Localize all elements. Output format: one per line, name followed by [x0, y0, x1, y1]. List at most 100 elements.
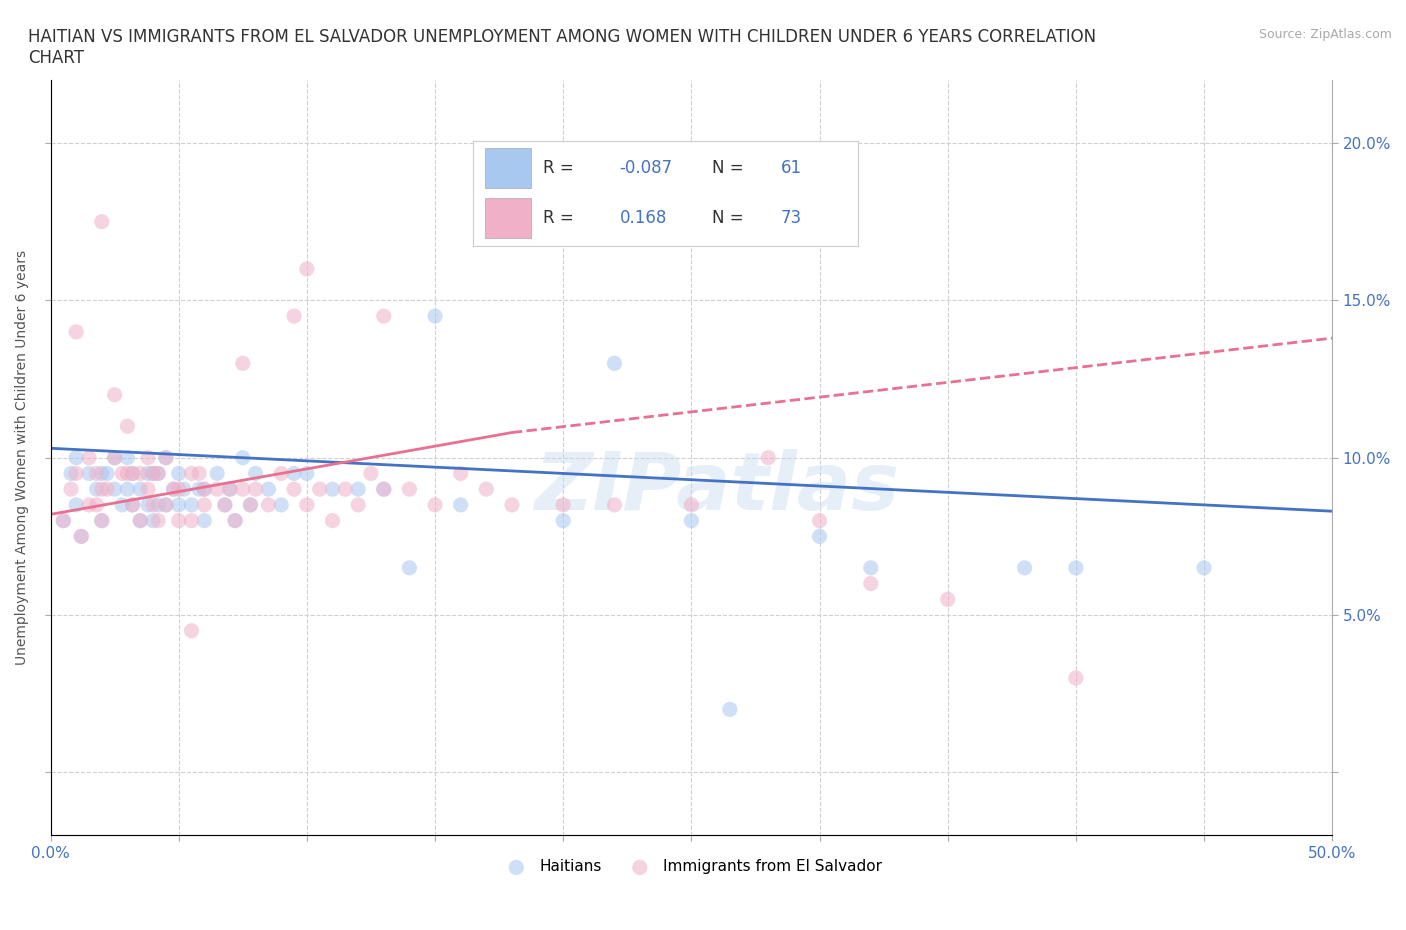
Point	[603, 356, 626, 371]
Y-axis label: Unemployment Among Women with Children Under 6 years: Unemployment Among Women with Children U…	[15, 250, 30, 665]
Point	[193, 482, 215, 497]
Point	[808, 529, 831, 544]
Point	[52, 513, 75, 528]
Point	[70, 529, 93, 544]
Text: ZIPatlas: ZIPatlas	[534, 449, 900, 527]
Point	[257, 498, 280, 512]
Point	[86, 498, 108, 512]
Point	[136, 466, 159, 481]
Point	[205, 482, 228, 497]
Point	[188, 466, 211, 481]
Point	[155, 450, 177, 465]
Point	[104, 482, 127, 497]
Point	[245, 466, 267, 481]
Point	[136, 498, 159, 512]
Point	[219, 482, 242, 497]
Point	[65, 466, 87, 481]
Point	[398, 561, 420, 576]
Point	[129, 513, 152, 528]
Point	[450, 498, 472, 512]
Point	[283, 466, 305, 481]
Point	[155, 450, 177, 465]
Point	[295, 498, 318, 512]
Point	[450, 466, 472, 481]
Point	[859, 561, 882, 576]
Point	[214, 498, 236, 512]
Point	[193, 498, 215, 512]
Point	[117, 418, 139, 433]
Point	[167, 466, 190, 481]
Point	[283, 309, 305, 324]
Point	[167, 513, 190, 528]
Point	[239, 498, 262, 512]
Point	[270, 466, 292, 481]
Point	[1064, 561, 1087, 576]
Point	[70, 529, 93, 544]
Point	[86, 482, 108, 497]
Point	[193, 513, 215, 528]
Point	[155, 498, 177, 512]
Point	[136, 450, 159, 465]
Point	[60, 482, 83, 497]
Point	[90, 482, 112, 497]
Point	[718, 702, 741, 717]
Point	[1192, 561, 1215, 576]
Point	[90, 513, 112, 528]
Point	[270, 498, 292, 512]
Point	[90, 466, 112, 481]
Point	[859, 576, 882, 591]
Point	[553, 513, 575, 528]
Point	[360, 466, 382, 481]
Point	[96, 466, 118, 481]
Point	[335, 482, 357, 497]
Point	[553, 498, 575, 512]
Point	[60, 466, 83, 481]
Point	[111, 498, 134, 512]
Point	[193, 482, 215, 497]
Point	[142, 466, 165, 481]
Text: Source: ZipAtlas.com: Source: ZipAtlas.com	[1258, 28, 1392, 41]
Point	[129, 482, 152, 497]
Point	[180, 498, 202, 512]
Point	[77, 498, 100, 512]
Point	[283, 482, 305, 497]
Text: HAITIAN VS IMMIGRANTS FROM EL SALVADOR UNEMPLOYMENT AMONG WOMEN WITH CHILDREN UN: HAITIAN VS IMMIGRANTS FROM EL SALVADOR U…	[28, 28, 1097, 67]
Point	[475, 482, 498, 497]
Point	[117, 466, 139, 481]
Point	[167, 482, 190, 497]
Legend: Haitians, Immigrants from El Salvador: Haitians, Immigrants from El Salvador	[495, 854, 887, 881]
Point	[373, 309, 395, 324]
Point	[224, 513, 246, 528]
Point	[148, 498, 170, 512]
Point	[756, 450, 779, 465]
Point	[121, 466, 143, 481]
Point	[423, 498, 446, 512]
Point	[86, 466, 108, 481]
Point	[129, 513, 152, 528]
Point	[117, 450, 139, 465]
Point	[180, 623, 202, 638]
Point	[77, 450, 100, 465]
Point	[104, 450, 127, 465]
Point	[603, 498, 626, 512]
Point	[681, 498, 703, 512]
Point	[162, 482, 184, 497]
Point	[104, 450, 127, 465]
Point	[167, 498, 190, 512]
Point	[90, 513, 112, 528]
Point	[501, 498, 523, 512]
Point	[136, 482, 159, 497]
Point	[295, 466, 318, 481]
Point	[232, 482, 254, 497]
Point	[121, 498, 143, 512]
Point	[205, 466, 228, 481]
Point	[148, 466, 170, 481]
Point	[936, 591, 959, 606]
Point	[423, 309, 446, 324]
Point	[257, 482, 280, 497]
Point	[188, 482, 211, 497]
Point	[347, 482, 370, 497]
Point	[245, 482, 267, 497]
Point	[373, 482, 395, 497]
Point	[129, 466, 152, 481]
